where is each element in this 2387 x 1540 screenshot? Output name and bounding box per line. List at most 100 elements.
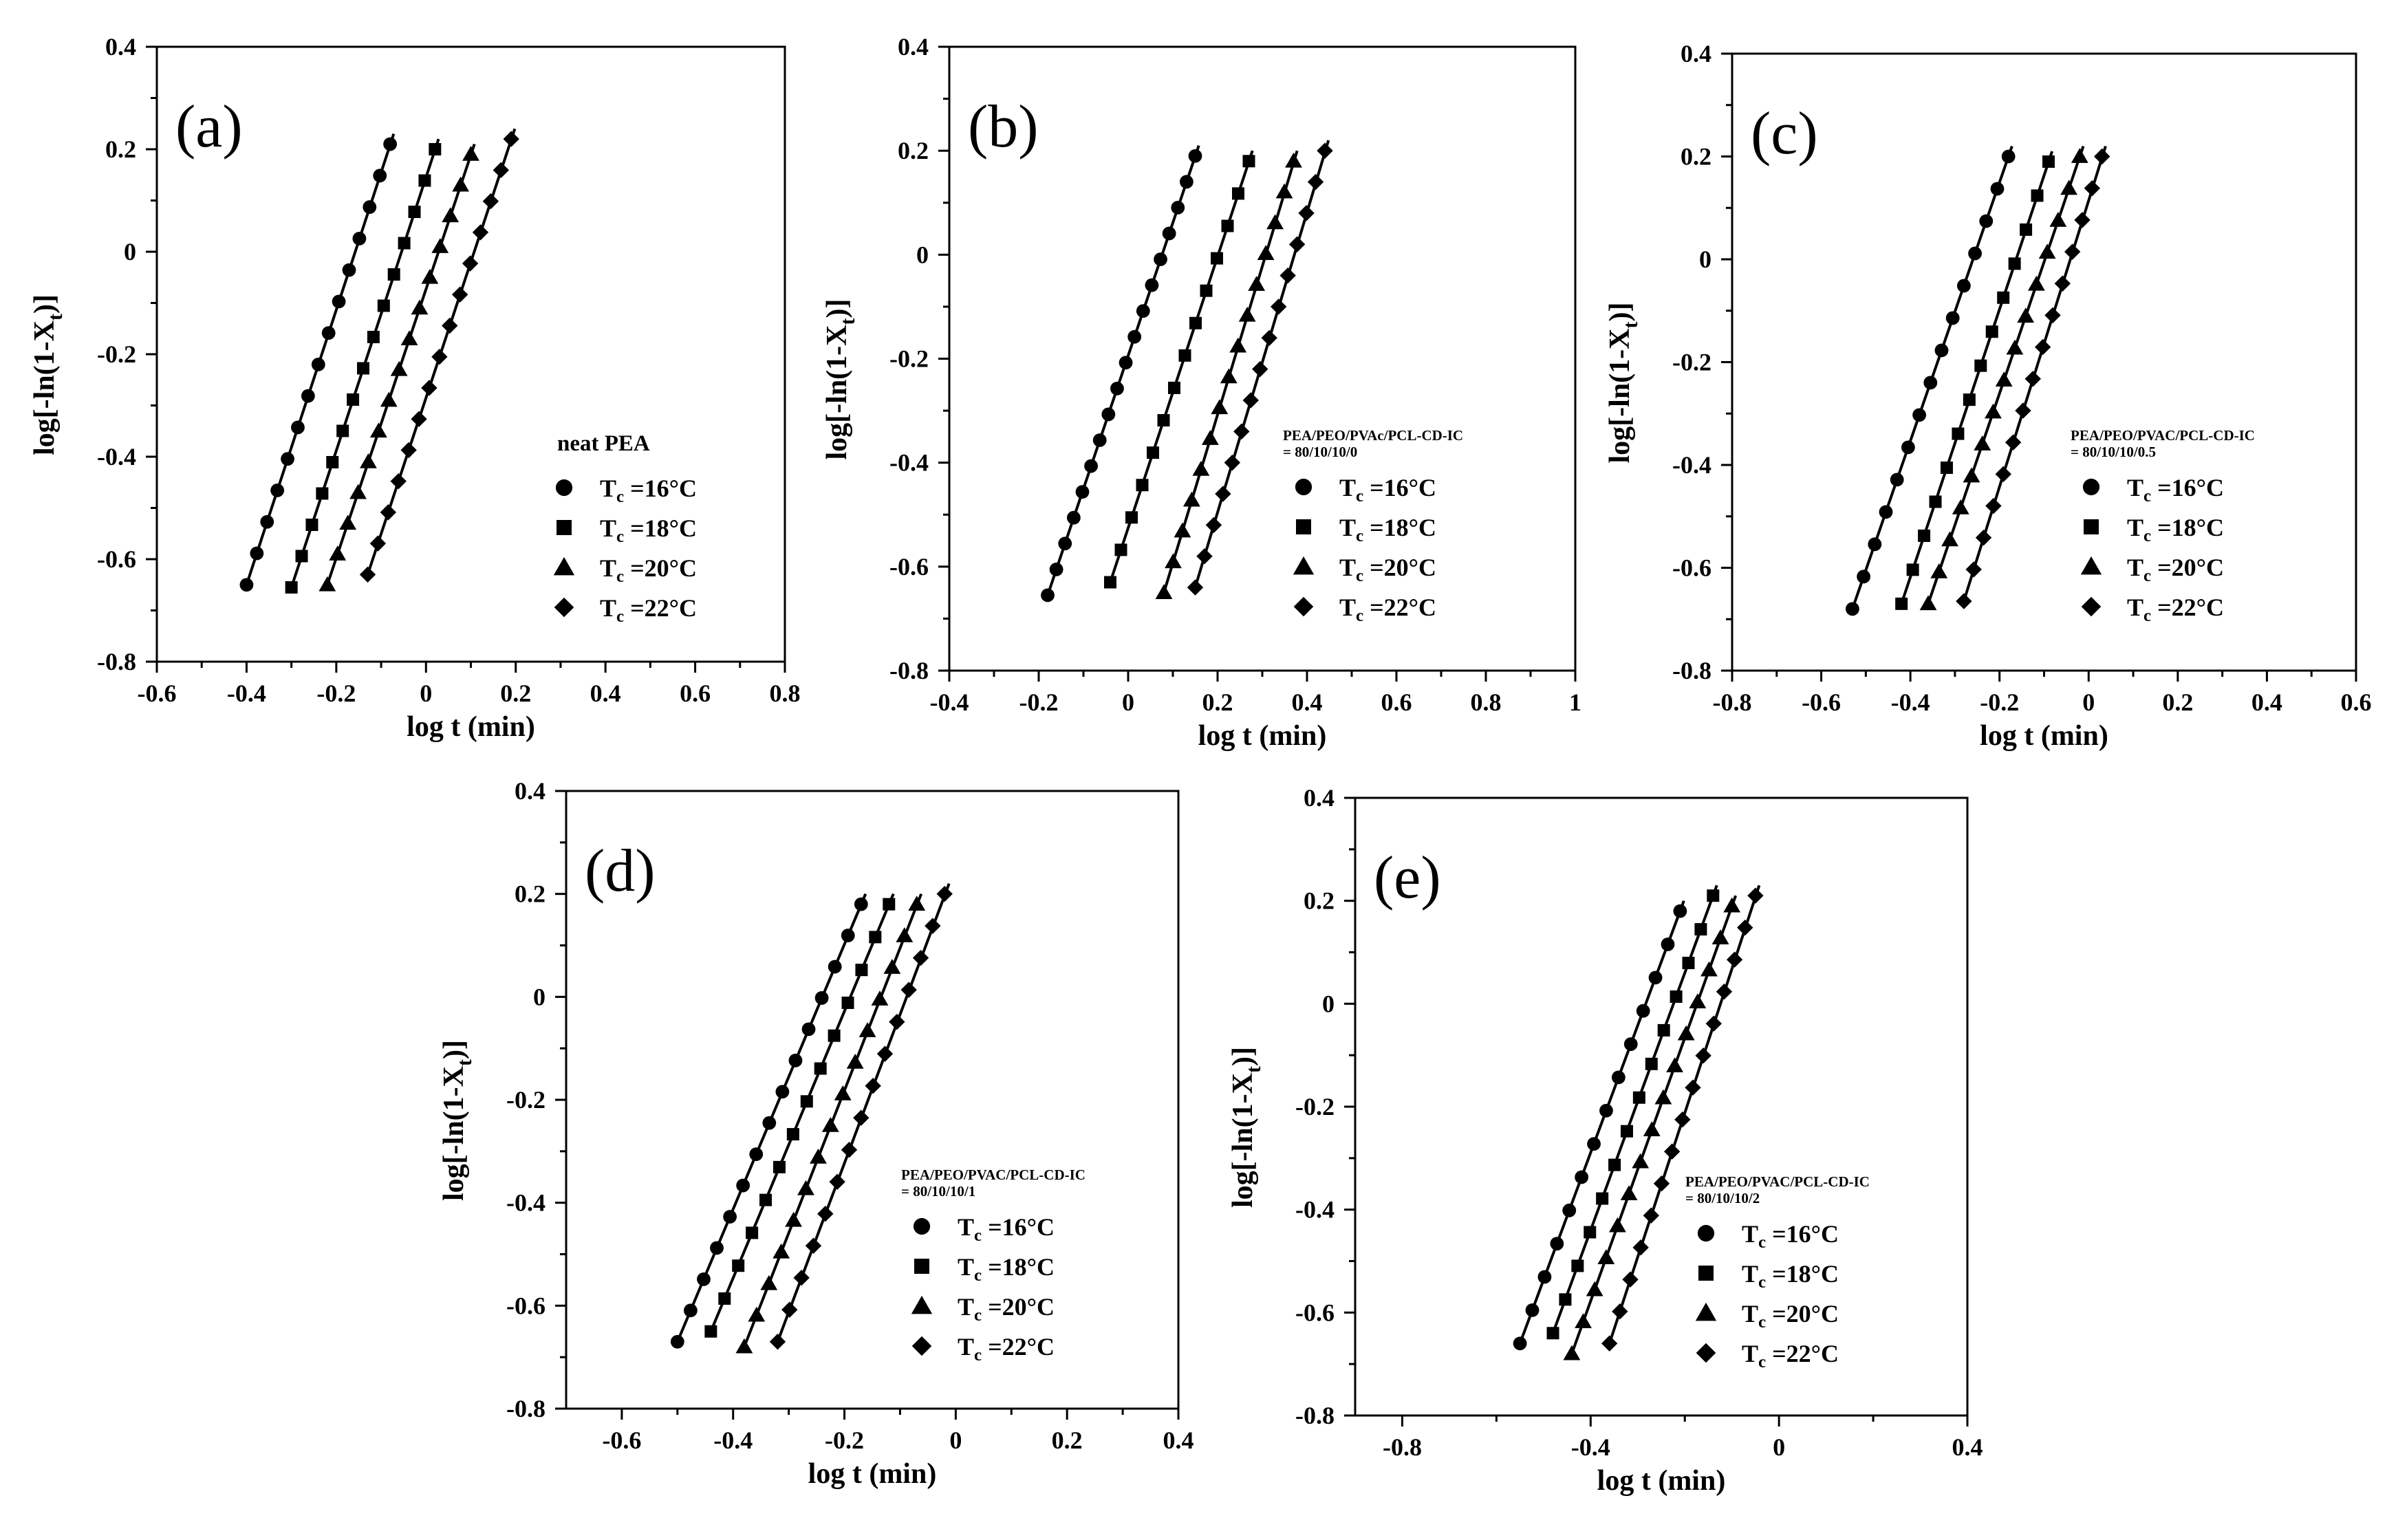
x-tick-label: 0.8 <box>1471 688 1502 716</box>
data-point <box>1285 152 1302 168</box>
legend-entry-name: T <box>1742 1340 1758 1367</box>
x-tick-label: 0 <box>2082 688 2095 716</box>
legend-entry-tail: =16°C <box>1363 474 1436 501</box>
data-point <box>828 959 842 974</box>
series-1 <box>704 893 896 1338</box>
y-axis-label: log[-ln(1-Xt)] <box>29 294 67 455</box>
y-tick-label: 0 <box>1322 990 1335 1017</box>
data-point <box>1985 497 2002 514</box>
legend-title: PEA/PEO/PVAC/PCL-CD-IC <box>2071 427 2255 444</box>
y-tick-label: -0.4 <box>97 443 136 470</box>
data-point <box>1997 291 2010 304</box>
data-point <box>2038 243 2056 259</box>
data-point <box>1601 1335 1618 1352</box>
y-tick-label: 0.2 <box>1304 887 1335 915</box>
data-point <box>1653 1175 1670 1192</box>
data-point <box>352 231 367 246</box>
data-point <box>421 380 438 396</box>
legend-entry: Tc =20°C <box>1742 1300 1839 1332</box>
data-point <box>1685 1079 1701 1096</box>
data-point <box>1643 1207 1660 1224</box>
data-point <box>1654 1089 1672 1105</box>
x-tick-label: 0.4 <box>590 680 621 707</box>
data-point <box>1242 155 1255 168</box>
x-tick-label: 0 <box>949 1427 962 1454</box>
y-tick-label: 0 <box>1699 246 1711 273</box>
panel-4: -0.8 -0.4 0 0.4 -0.8 -0.6 -0.4 -0.2 0 0.2 0.4 log t… <box>1227 784 1983 1497</box>
x-tick-label: 0.8 <box>770 680 801 707</box>
y-axis-label-main: log[-ln(1-X <box>1227 1073 1259 1208</box>
data-point <box>889 1013 905 1030</box>
data-point <box>1674 1111 1691 1128</box>
data-point <box>1890 473 1904 487</box>
data-point <box>1211 399 1229 415</box>
data-point <box>817 1206 834 1222</box>
data-point <box>1154 252 1167 266</box>
data-point <box>260 514 274 529</box>
data-point <box>704 1325 717 1338</box>
legend-entry-tail: =16°C <box>2151 474 2224 501</box>
data-point <box>369 535 387 552</box>
legend-entry-name: T <box>1742 1220 1758 1248</box>
legend-entry-tail: =22°C <box>2151 594 2224 621</box>
data-point <box>1221 219 1234 232</box>
data-point <box>1711 929 1729 944</box>
data-point <box>855 964 868 977</box>
data-point <box>1695 1048 1711 1064</box>
data-point <box>1279 267 1296 284</box>
x-axis-label: log t (min) <box>1980 720 2108 752</box>
data-point <box>788 1053 803 1067</box>
legend: PEA/PEO/PVAc/PCL-CD-IC= 80/10/10/0 Tc =16… <box>1283 427 1463 625</box>
data-point <box>2074 212 2091 228</box>
data-point <box>380 391 398 407</box>
data-point <box>1201 430 1219 445</box>
data-point <box>316 487 329 500</box>
data-point <box>329 545 347 561</box>
legend-marker <box>2082 478 2100 496</box>
series-0 <box>239 133 398 592</box>
legend-entry-tail: =20°C <box>2151 554 2224 581</box>
data-point <box>1238 306 1256 322</box>
data-point <box>1092 433 1107 447</box>
data-point <box>1620 1185 1638 1200</box>
data-point <box>793 1270 810 1286</box>
y-axis-label-tail: )] <box>29 294 61 314</box>
data-point <box>1147 446 1159 459</box>
data-point <box>1673 904 1687 918</box>
legend-marker <box>913 1217 931 1235</box>
data-point <box>1575 1313 1592 1329</box>
data-point <box>1205 517 1222 534</box>
series-1 <box>1895 151 2055 610</box>
panel-label: (d) <box>585 838 656 904</box>
data-point <box>1066 510 1081 525</box>
legend-entry-sub: c <box>1758 1273 1766 1292</box>
legend-entry-tail: =18°C <box>2151 514 2224 541</box>
data-point <box>2094 148 2110 165</box>
legend-entry: Tc =22°C <box>1339 594 1436 625</box>
legend-marker <box>555 479 573 497</box>
y-axis-label-sub: t <box>1242 1066 1265 1073</box>
data-point <box>1174 522 1191 538</box>
legend-entry-name: T <box>1742 1260 1758 1288</box>
data-point <box>2017 307 2035 323</box>
x-tick-label: 0.6 <box>680 680 711 707</box>
data-point <box>400 330 418 345</box>
legend-entry-tail: =22°C <box>624 594 697 622</box>
y-axis-label: log[-ln(1-Xt)] <box>821 299 859 460</box>
legend-entry-name: T <box>1339 474 1356 501</box>
legend-entry: Tc =16°C <box>600 475 697 506</box>
x-tick-label: 0.4 <box>1952 1433 1983 1461</box>
legend-entry-sub: c <box>1356 527 1363 545</box>
series-2 <box>735 893 926 1354</box>
data-point <box>912 949 929 966</box>
data-point <box>1563 1345 1581 1360</box>
data-point <box>377 299 390 312</box>
data-point <box>1192 460 1210 476</box>
data-point <box>1586 1281 1603 1297</box>
legend-entry-sub: c <box>974 1306 982 1325</box>
series-2 <box>1563 895 1741 1360</box>
y-axis-label-sub: t <box>453 1059 476 1066</box>
legend-entry: Tc =20°C <box>1339 554 1436 585</box>
legend-entry-sub: c <box>616 607 624 626</box>
legend-entry-name: T <box>600 475 616 502</box>
